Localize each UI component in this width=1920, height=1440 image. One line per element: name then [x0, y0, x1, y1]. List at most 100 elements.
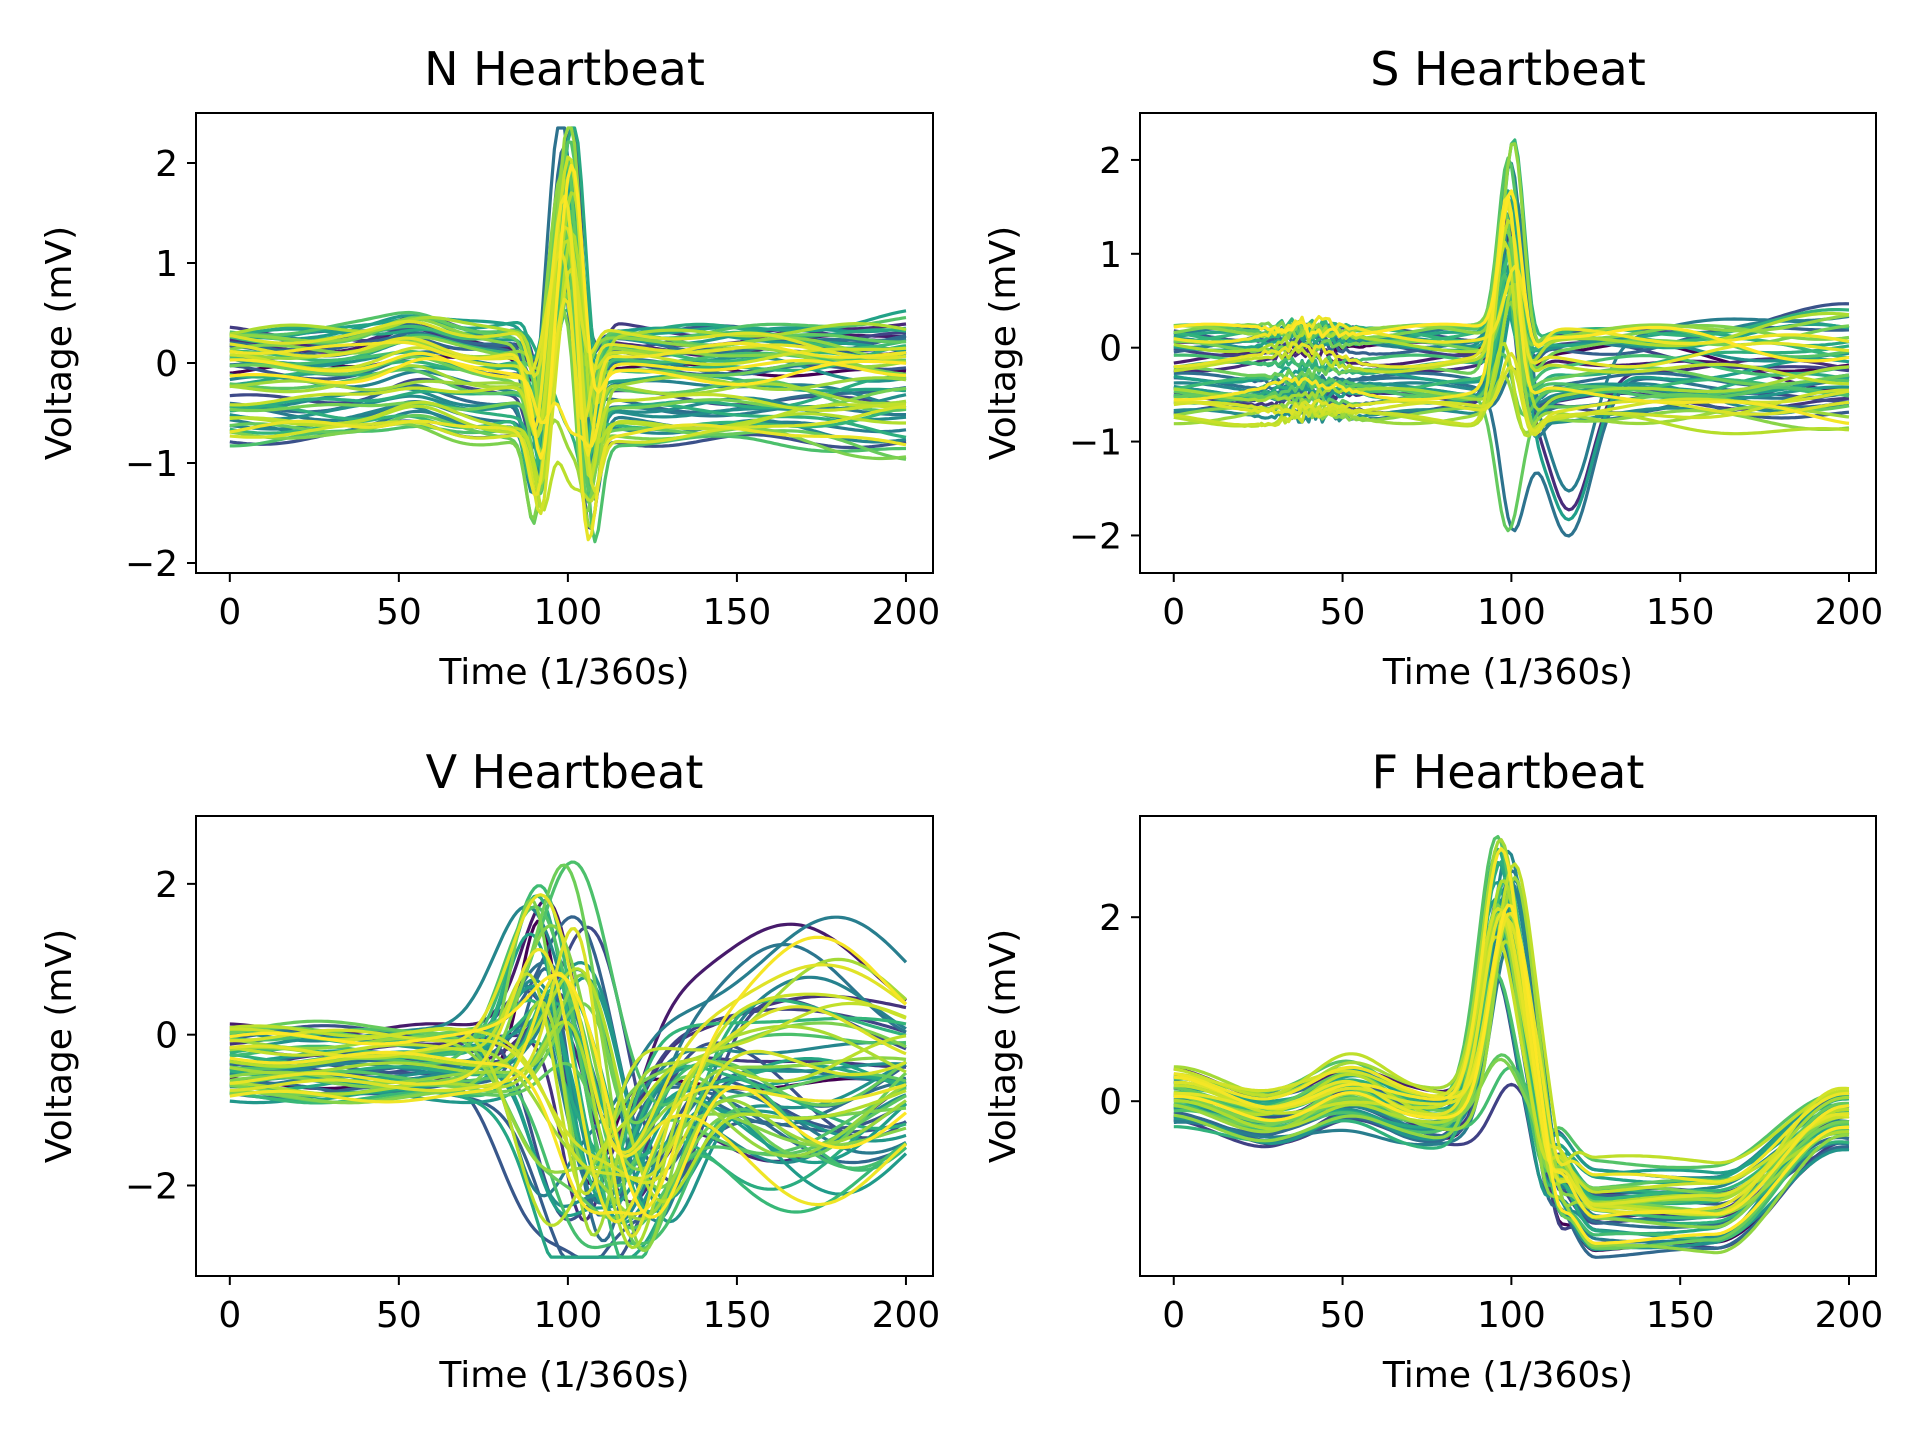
series-line — [1173, 903, 1849, 1245]
series-line — [229, 967, 907, 1203]
series-line — [229, 957, 908, 1237]
panel-title: N Heartbeat — [424, 42, 705, 96]
series-line — [1173, 935, 1850, 1194]
series-line — [229, 351, 907, 448]
x-tick-label: 200 — [872, 1295, 941, 1336]
y-tick-label: −2 — [125, 1167, 178, 1208]
series-line — [229, 195, 907, 457]
x-axis-label: Time (1/360s) — [1382, 652, 1633, 693]
y-tick-label: 2 — [1099, 141, 1122, 182]
series-group — [1173, 835, 1850, 1259]
y-tick-label: 0 — [1099, 329, 1122, 370]
series-line — [229, 155, 907, 439]
panel-title: F Heartbeat — [1372, 745, 1645, 799]
series-line — [229, 297, 907, 542]
y-tick-label: 0 — [1099, 1082, 1122, 1123]
series-line — [1173, 879, 1850, 1205]
panel-1: 0 50 100 150 200 −2 −1 0 1 2 N Heartbeat Time (1/36… — [39, 42, 940, 693]
series-line — [1173, 352, 1850, 433]
y-axis-label: Voltage (mV) — [39, 226, 80, 460]
y-tick-label: 1 — [155, 244, 178, 285]
x-tick-label: 50 — [376, 1295, 422, 1336]
x-tick-label: 150 — [703, 1295, 772, 1336]
panel-2: 0 50 100 150 200 −2 −1 0 1 2 S Heartbeat Time (1/36… — [983, 42, 1883, 693]
series-group — [229, 126, 907, 544]
y-tick-label: −1 — [125, 444, 178, 485]
panel-3: 0 50 100 150 200 −2 0 2 V Heartbeat Time (1/360s)… — [39, 745, 940, 1396]
x-tick-label: 0 — [1162, 1295, 1185, 1336]
x-tick-label: 150 — [703, 592, 772, 633]
panel-title: S Heartbeat — [1370, 42, 1646, 96]
x-axis-label: Time (1/360s) — [438, 652, 689, 693]
series-line — [1173, 917, 1850, 1207]
axes-frame — [195, 112, 934, 574]
panel-title: V Heartbeat — [426, 745, 704, 799]
series-line — [229, 998, 907, 1173]
y-axis-label: Voltage (mV) — [983, 929, 1024, 1163]
series-group — [1173, 138, 1850, 538]
series-line — [1173, 142, 1850, 347]
series-line — [229, 973, 908, 1219]
series-line — [229, 249, 907, 423]
series-group — [229, 860, 908, 1259]
series-line — [1173, 264, 1850, 349]
series-line — [1173, 189, 1850, 363]
series-line — [229, 935, 908, 1216]
x-tick-label: 0 — [1162, 592, 1185, 633]
series-line — [1173, 374, 1850, 435]
series-line — [229, 225, 907, 378]
x-tick-label: 50 — [376, 592, 422, 633]
y-tick-label: −1 — [1069, 423, 1122, 464]
x-tick-label: 100 — [534, 1295, 603, 1336]
x-tick-label: 50 — [1320, 592, 1366, 633]
x-tick-label: 200 — [1815, 592, 1884, 633]
y-tick-label: 2 — [155, 865, 178, 906]
x-tick-label: 0 — [218, 1295, 241, 1336]
series-line — [1173, 906, 1850, 1216]
series-line — [229, 375, 907, 530]
axes-frame — [1139, 112, 1877, 574]
y-tick-label: 0 — [155, 344, 178, 385]
series-line — [229, 923, 907, 1172]
x-tick-label: 100 — [1477, 1295, 1546, 1336]
series-line — [1173, 847, 1850, 1219]
x-tick-label: 150 — [1646, 592, 1715, 633]
series-line — [229, 992, 907, 1180]
x-tick-label: 100 — [1477, 592, 1546, 633]
series-line — [1173, 862, 1850, 1165]
y-tick-label: −2 — [125, 544, 178, 585]
series-line — [229, 400, 907, 512]
series-line — [229, 163, 907, 460]
y-tick-label: 2 — [1099, 898, 1122, 939]
axes-frame — [195, 815, 934, 1277]
series-line — [229, 948, 907, 1224]
y-axis-label: Voltage (mV) — [39, 929, 80, 1163]
y-tick-label: 2 — [155, 144, 178, 185]
y-tick-label: 1 — [1099, 235, 1122, 276]
x-axis-label: Time (1/360s) — [438, 1355, 689, 1396]
axes-frame — [1139, 815, 1877, 1277]
series-line — [229, 927, 907, 1238]
panel-4: 0 50 100 150 200 0 2 F Heartbeat Time (1/360s) Vo… — [983, 745, 1883, 1396]
x-tick-label: 50 — [1320, 1295, 1366, 1336]
series-line — [229, 140, 907, 406]
x-tick-label: 0 — [218, 592, 241, 633]
series-line — [1173, 911, 1850, 1184]
series-line — [1173, 913, 1850, 1255]
y-axis-label: Voltage (mV) — [983, 226, 1024, 460]
series-line — [229, 1020, 907, 1250]
x-axis-label: Time (1/360s) — [1382, 1355, 1633, 1396]
series-line — [229, 239, 906, 480]
series-line — [1173, 341, 1850, 438]
x-tick-label: 200 — [872, 592, 941, 633]
x-tick-label: 100 — [534, 592, 603, 633]
series-line — [229, 1028, 907, 1185]
y-tick-label: −2 — [1069, 516, 1122, 557]
y-tick-label: 0 — [155, 1016, 178, 1057]
x-tick-label: 150 — [1646, 1295, 1715, 1336]
series-line — [229, 1024, 907, 1227]
x-tick-label: 200 — [1815, 1295, 1884, 1336]
series-line — [1173, 195, 1850, 425]
